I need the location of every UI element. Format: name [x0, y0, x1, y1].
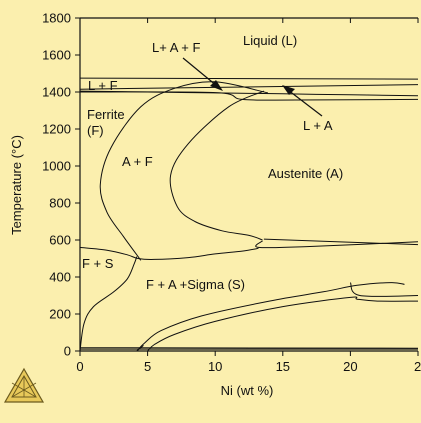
phase-boundary-1	[79, 77, 419, 80]
phase-boundary-16	[136, 345, 144, 352]
region-label-ferrite: Ferrite	[87, 107, 125, 122]
phase-boundary-4	[79, 84, 419, 90]
region-label-a-f: A + F	[122, 154, 153, 169]
phase-boundary-5	[99, 81, 269, 261]
phase-boundary-14	[79, 347, 419, 349]
y-tick-label: 800	[49, 196, 71, 211]
arrow-l-a-f	[182, 57, 223, 91]
y-tick-label: 0	[64, 344, 71, 359]
x-tick-label: 20	[343, 359, 357, 374]
x-tick-label: 5	[144, 359, 151, 374]
phase-boundary-12	[147, 296, 419, 352]
region-label-f-a-sigma: F + A +Sigma (S)	[146, 277, 245, 292]
phase-boundary-10	[79, 256, 138, 352]
x-tick-label: 2	[414, 359, 421, 374]
y-tick-label: 1600	[42, 48, 71, 63]
y-tick-label: 600	[49, 233, 71, 248]
x-tick-label: 10	[208, 359, 222, 374]
region-label-ferrite-abbrev: (F)	[87, 123, 104, 138]
phase-boundary-15	[349, 282, 419, 297]
x-tick-label: 15	[276, 359, 290, 374]
y-tick-label: 400	[49, 270, 71, 285]
region-label-liquid: Liquid (L)	[243, 33, 297, 48]
phase-boundaries	[79, 77, 419, 352]
thermo-calc-triangle-logo	[3, 367, 45, 403]
y-tick-label: 200	[49, 307, 71, 322]
y-axis-title: Temperature (°C)	[9, 135, 24, 235]
phase-boundary-9	[79, 246, 259, 260]
arrow-l-a	[282, 85, 323, 117]
x-ticks: 0 5 10 15 20 2	[76, 18, 421, 374]
phase-boundary-11	[136, 282, 405, 352]
y-tick-label: 1400	[42, 85, 71, 100]
phase-boundary-6	[169, 90, 265, 241]
y-tick-label: 1800	[42, 11, 71, 26]
axes	[79, 17, 418, 352]
x-axis-title: Ni (wt %)	[221, 383, 274, 398]
y-tick-label: 1200	[42, 122, 71, 137]
y-tick-label: 1000	[42, 159, 71, 174]
region-label-f-s: F + S	[82, 256, 114, 271]
region-label-l-f: L + F	[88, 78, 118, 93]
x-tick-label: 0	[76, 359, 83, 374]
region-label-austenite: Austenite (A)	[268, 166, 343, 181]
region-label-l-a-f: L+ A + F	[152, 40, 200, 55]
y-ticks: 0 200 400 600 800 1000 1200 1400 1600 1800	[42, 11, 80, 359]
region-label-l-a: L + A	[303, 118, 333, 133]
phase-boundary-8	[263, 238, 419, 246]
